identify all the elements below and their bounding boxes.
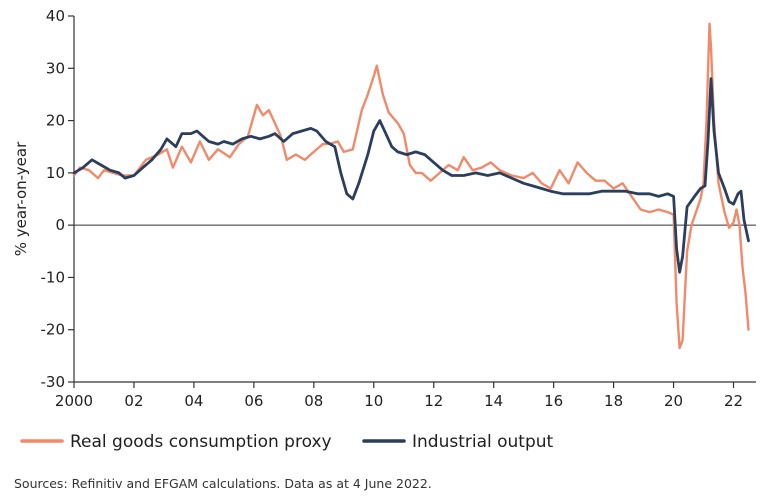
x-axis: 2000 02 04 06 08 10 12 14 16 18 20 22 bbox=[55, 381, 756, 410]
series-line-industrial-output bbox=[72, 77, 750, 274]
source-note: Sources: Refinitiv and EFGAM calculation… bbox=[14, 476, 432, 491]
x-tick-label: 16 bbox=[544, 392, 563, 410]
series-lines bbox=[72, 22, 750, 350]
y-tick-label: 30 bbox=[46, 59, 65, 77]
legend-label-real-goods: Real goods consumption proxy bbox=[70, 432, 332, 452]
x-tick-label: 2000 bbox=[55, 392, 93, 410]
legend: Real goods consumption proxy Industrial … bbox=[20, 432, 554, 452]
x-tick-label: 04 bbox=[184, 392, 203, 410]
y-tick-label: 20 bbox=[46, 112, 65, 130]
y-tick-label: 0 bbox=[55, 216, 65, 234]
x-tick-label: 20 bbox=[664, 392, 683, 410]
x-tick-label: 02 bbox=[124, 392, 143, 410]
y-tick-label: -30 bbox=[41, 373, 66, 391]
y-tick-label: 10 bbox=[46, 164, 65, 182]
x-tick-label: 08 bbox=[304, 392, 323, 410]
y-tick-label: -20 bbox=[41, 321, 66, 339]
series-line-real-goods bbox=[72, 22, 750, 350]
x-tick-label: 14 bbox=[484, 392, 503, 410]
y-tick-label: -10 bbox=[41, 268, 66, 286]
y-tick-label: 40 bbox=[46, 7, 65, 25]
x-tick-label: 22 bbox=[724, 392, 743, 410]
x-tick-label: 12 bbox=[424, 392, 443, 410]
y-axis-title: % year-on-year bbox=[12, 141, 30, 256]
y-axis: 40 30 20 10 0 -10 -20 -30 bbox=[41, 7, 756, 391]
x-tick-label: 18 bbox=[604, 392, 623, 410]
legend-label-industrial-output: Industrial output bbox=[412, 432, 554, 452]
x-tick-label: 10 bbox=[364, 392, 383, 410]
x-tick-label: 06 bbox=[244, 392, 263, 410]
